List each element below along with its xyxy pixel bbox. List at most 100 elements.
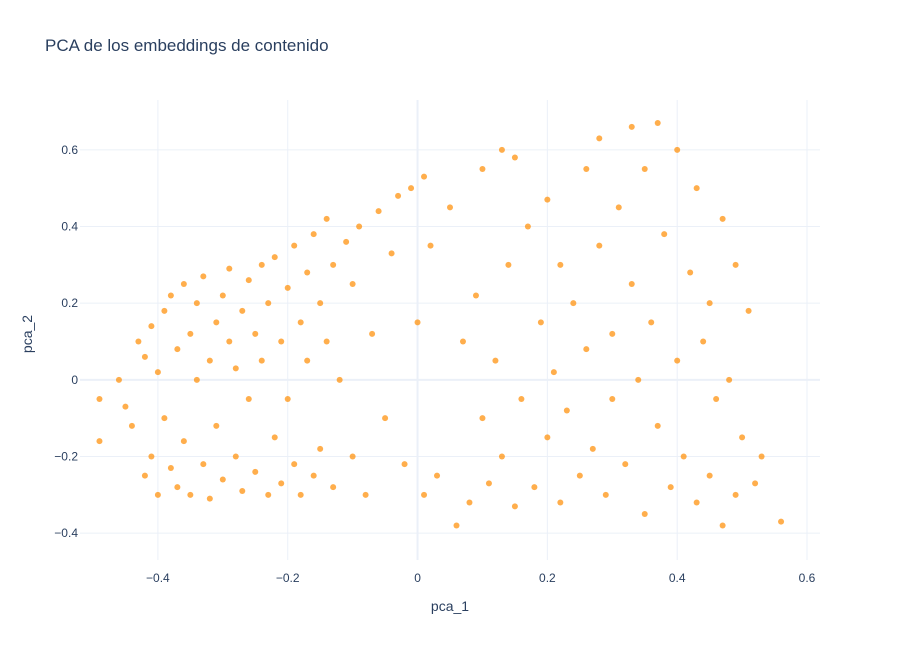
data-point <box>726 376 733 383</box>
data-point <box>739 434 746 441</box>
data-point <box>206 495 213 502</box>
data-point <box>193 376 200 383</box>
x-tick-label: −0.2 <box>276 571 300 585</box>
data-point <box>778 518 785 525</box>
data-point <box>310 231 317 238</box>
data-point <box>537 319 544 326</box>
data-point <box>466 499 473 506</box>
y-tick-label: 0.4 <box>61 220 78 234</box>
data-point <box>369 330 376 337</box>
data-point <box>641 511 648 517</box>
data-point <box>628 281 635 287</box>
data-point <box>245 396 252 402</box>
data-point <box>219 292 226 299</box>
data-point <box>505 261 512 268</box>
data-point <box>330 261 337 268</box>
data-point <box>349 453 356 460</box>
data-point <box>583 166 590 172</box>
data-point <box>544 196 551 203</box>
data-point <box>304 269 311 276</box>
data-point <box>187 491 194 498</box>
data-point <box>524 223 531 230</box>
data-point <box>180 281 187 287</box>
data-point <box>401 461 408 468</box>
data-point <box>115 376 122 383</box>
y-tick-label: −0.4 <box>54 526 78 540</box>
data-point <box>427 242 434 249</box>
data-point <box>206 357 213 364</box>
data-point <box>265 300 272 307</box>
data-point <box>680 453 687 460</box>
data-point <box>193 300 200 307</box>
data-point <box>609 330 616 337</box>
data-point <box>304 357 311 364</box>
data-point <box>174 484 181 491</box>
data-point <box>362 491 369 498</box>
data-point <box>323 338 330 345</box>
data-point <box>252 468 259 475</box>
data-point <box>310 472 317 479</box>
data-point <box>343 238 350 245</box>
data-point <box>174 346 181 353</box>
data-point <box>154 491 161 498</box>
data-point <box>563 407 570 414</box>
data-point <box>200 461 207 468</box>
x-axis-ticks: −0.4 −0.2 0 0.2 0.4 0.6 <box>146 571 816 585</box>
data-point <box>453 522 460 529</box>
data-point <box>395 192 402 199</box>
data-point <box>479 166 486 172</box>
data-point <box>323 215 330 222</box>
data-point <box>226 338 233 345</box>
data-point <box>226 265 233 272</box>
data-point <box>421 491 428 498</box>
data-point <box>732 491 739 498</box>
y-tick-label: −0.2 <box>54 450 78 464</box>
data-point <box>297 491 304 498</box>
data-point <box>693 499 700 506</box>
data-point <box>187 330 194 337</box>
data-point <box>557 261 564 268</box>
data-point <box>459 338 466 345</box>
data-point <box>356 223 363 230</box>
data-point <box>239 307 246 314</box>
data-point <box>511 154 518 161</box>
data-point <box>213 422 220 429</box>
data-point <box>447 204 453 211</box>
data-point <box>414 319 421 326</box>
data-point <box>148 453 155 460</box>
data-point <box>596 242 603 249</box>
y-tick-label: 0 <box>71 373 78 387</box>
data-point <box>278 338 285 345</box>
x-tick-label: 0.4 <box>669 571 686 585</box>
data-point <box>706 472 713 479</box>
data-point <box>531 484 538 491</box>
data-point <box>167 465 174 471</box>
data-point <box>317 300 324 307</box>
data-point <box>161 415 168 422</box>
data-point <box>330 484 337 491</box>
data-point <box>258 357 265 364</box>
data-point <box>661 231 668 238</box>
data-point <box>615 204 622 211</box>
data-point <box>576 472 583 479</box>
data-point <box>544 434 551 441</box>
data-point <box>284 396 291 402</box>
data-point <box>154 369 161 376</box>
data-point <box>622 461 629 468</box>
data-point <box>667 484 674 491</box>
data-point <box>557 499 564 506</box>
data-point <box>349 281 356 287</box>
data-point <box>648 319 655 326</box>
y-axis-title: pca_2 <box>19 315 35 353</box>
data-point <box>635 376 642 383</box>
data-point <box>472 292 479 299</box>
data-point <box>180 438 187 445</box>
data-point <box>550 369 557 376</box>
data-point <box>713 396 720 402</box>
data-point <box>583 346 590 353</box>
x-tick-label: 0.2 <box>539 571 556 585</box>
x-tick-label: 0 <box>414 571 421 585</box>
data-point <box>297 319 304 326</box>
data-point <box>654 422 661 429</box>
